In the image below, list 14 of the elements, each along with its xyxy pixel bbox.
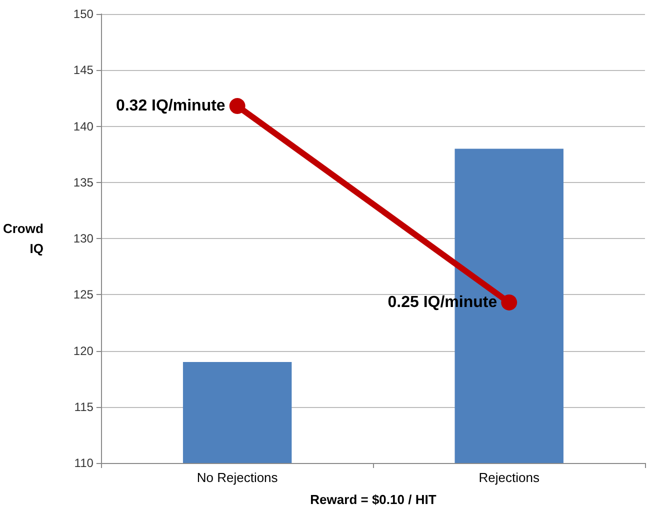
y-axis-title: Crowd IQ bbox=[2, 221, 44, 256]
x-tick-label: No Rejections bbox=[196, 470, 278, 485]
x-axis-title: Reward = $0.10 / HIT bbox=[310, 492, 436, 507]
x-tick-label: Rejections bbox=[478, 470, 540, 485]
y-tick-label: 120 bbox=[73, 344, 94, 358]
annotation: 0.32 IQ/minute bbox=[116, 98, 226, 115]
y-tick-label: 125 bbox=[73, 288, 94, 302]
y-tick-label: 145 bbox=[73, 63, 94, 78]
y-tick-label: 130 bbox=[73, 232, 94, 246]
y-tick-label: 115 bbox=[74, 400, 94, 414]
y-tick-label: 110 bbox=[74, 456, 94, 470]
y-tick-label: 140 bbox=[73, 119, 94, 134]
y-tick-label: 150 bbox=[73, 7, 94, 21]
y-tick-label: 135 bbox=[73, 175, 94, 190]
